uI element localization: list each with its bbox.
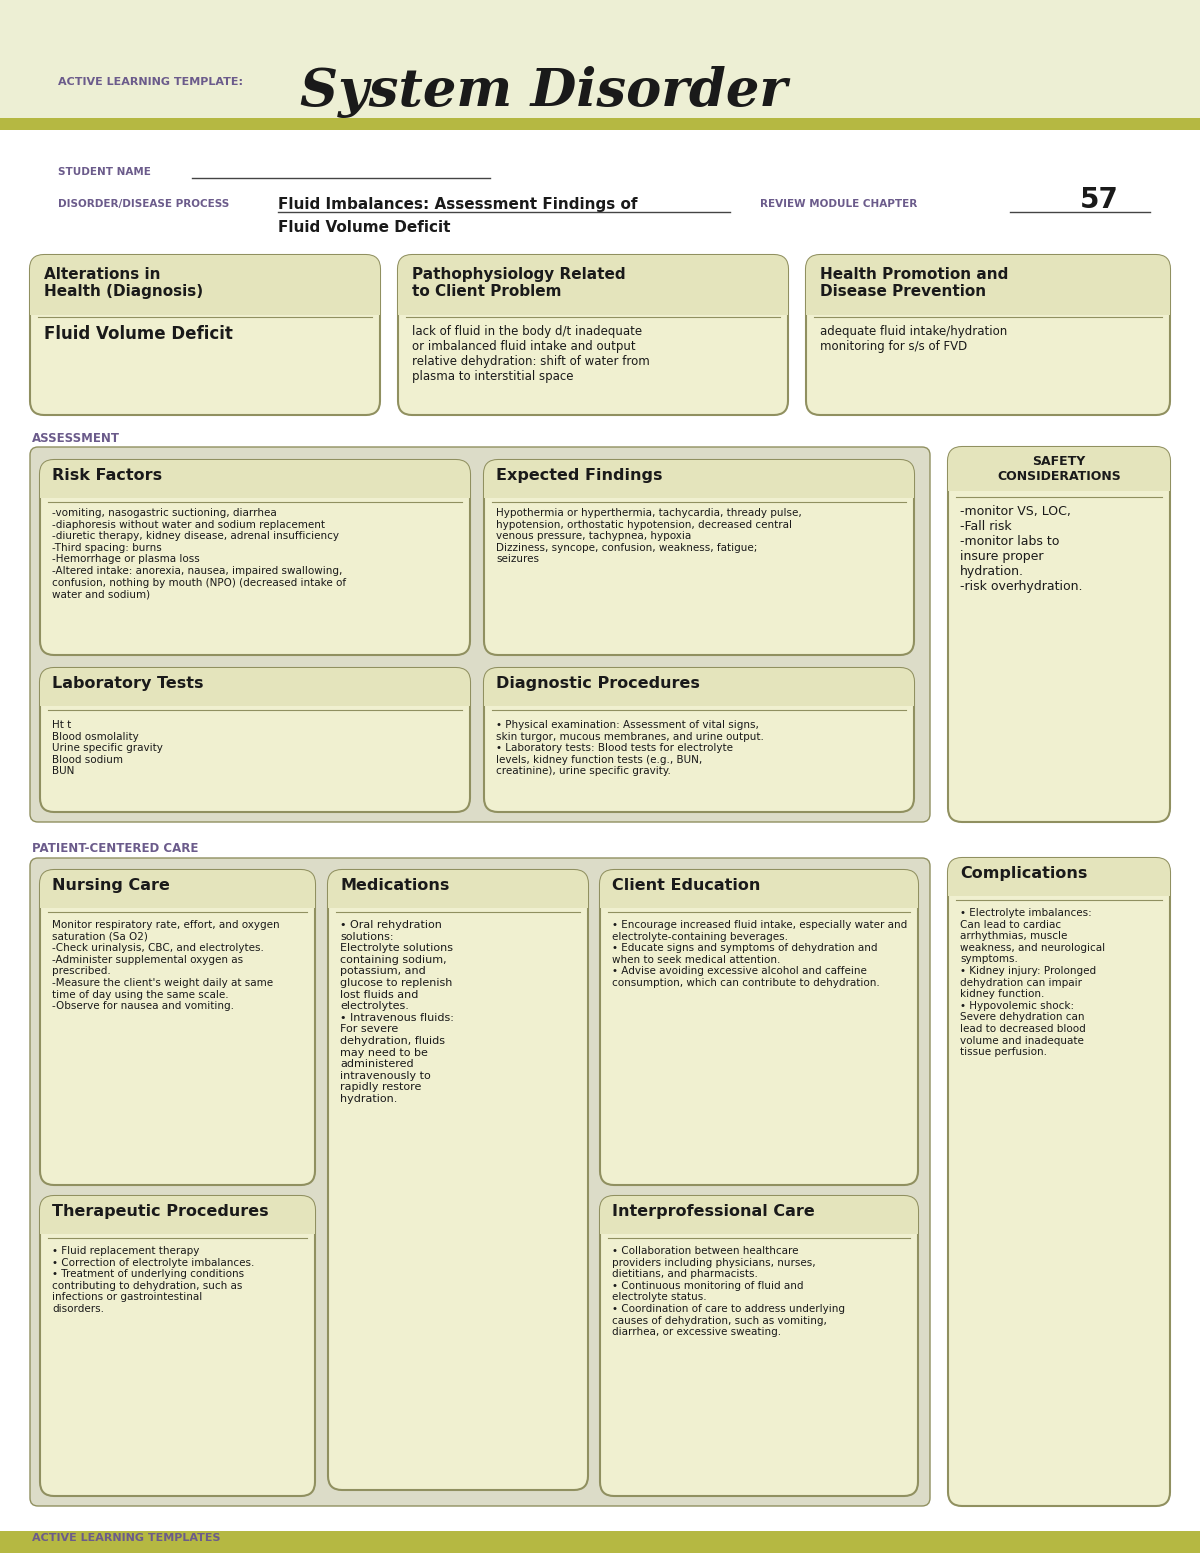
Text: Health Promotion and
Disease Prevention: Health Promotion and Disease Prevention — [820, 267, 1008, 300]
FancyBboxPatch shape — [328, 870, 588, 909]
Text: ASSESSMENT: ASSESSMENT — [32, 432, 120, 446]
Bar — [600, 1210, 918, 1235]
Text: • Electrolyte imbalances:
Can lead to cardiac
arrhythmias, muscle
weakness, and : • Electrolyte imbalances: Can lead to ca… — [960, 909, 1105, 1058]
Bar — [0, 1531, 1200, 1553]
FancyBboxPatch shape — [948, 447, 1170, 822]
Text: Hypothermia or hyperthermia, tachycardia, thready pulse,
hypotension, orthostati: Hypothermia or hyperthermia, tachycardia… — [496, 508, 802, 564]
Text: Monitor respiratory rate, effort, and oxygen
saturation (Sa O2)
-Check urinalysi: Monitor respiratory rate, effort, and ox… — [52, 919, 280, 1011]
Text: ACTIVE LEARNING TEMPLATE:: ACTIVE LEARNING TEMPLATE: — [58, 78, 242, 87]
FancyBboxPatch shape — [484, 460, 914, 499]
Text: SAFETY
CONSIDERATIONS: SAFETY CONSIDERATIONS — [997, 455, 1121, 483]
FancyBboxPatch shape — [40, 668, 470, 812]
Text: -vomiting, nasogastric suctioning, diarrhea
-diaphoresis without water and sodiu: -vomiting, nasogastric suctioning, diarr… — [52, 508, 346, 599]
FancyBboxPatch shape — [40, 870, 314, 1185]
Text: Interprofessional Care: Interprofessional Care — [612, 1204, 815, 1219]
Text: REVIEW MODULE CHAPTER: REVIEW MODULE CHAPTER — [760, 199, 917, 210]
Bar — [328, 884, 588, 909]
FancyBboxPatch shape — [600, 1196, 918, 1496]
Text: Medications: Medications — [340, 877, 449, 893]
Text: Therapeutic Procedures: Therapeutic Procedures — [52, 1204, 269, 1219]
Bar — [398, 269, 788, 315]
Bar — [40, 682, 470, 707]
Text: Risk Factors: Risk Factors — [52, 467, 162, 483]
FancyBboxPatch shape — [40, 870, 314, 909]
FancyBboxPatch shape — [30, 255, 380, 315]
FancyBboxPatch shape — [30, 255, 380, 415]
FancyBboxPatch shape — [40, 668, 470, 707]
FancyBboxPatch shape — [484, 668, 914, 707]
Text: Client Education: Client Education — [612, 877, 761, 893]
Text: Laboratory Tests: Laboratory Tests — [52, 676, 204, 691]
FancyBboxPatch shape — [328, 870, 588, 1489]
Bar — [40, 474, 470, 499]
Text: • Physical examination: Assessment of vital signs,
skin turgor, mucous membranes: • Physical examination: Assessment of vi… — [496, 721, 764, 776]
Bar — [0, 118, 1200, 130]
Text: Fluid Volume Deficit: Fluid Volume Deficit — [44, 325, 233, 343]
Text: Ht t
Blood osmolality
Urine specific gravity
Blood sodium
BUN: Ht t Blood osmolality Urine specific gra… — [52, 721, 163, 776]
Text: System Disorder: System Disorder — [300, 65, 787, 118]
Text: • Oral rehydration
solutions:
Electrolyte solutions
containing sodium,
potassium: • Oral rehydration solutions: Electrolyt… — [340, 919, 454, 1104]
Bar — [948, 461, 1170, 491]
FancyBboxPatch shape — [806, 255, 1170, 315]
FancyBboxPatch shape — [484, 460, 914, 655]
Text: ACTIVE LEARNING TEMPLATES: ACTIVE LEARNING TEMPLATES — [32, 1533, 221, 1544]
FancyBboxPatch shape — [600, 1196, 918, 1235]
Bar — [948, 871, 1170, 896]
Text: • Fluid replacement therapy
• Correction of electrolyte imbalances.
• Treatment : • Fluid replacement therapy • Correction… — [52, 1246, 254, 1314]
Text: Complications: Complications — [960, 867, 1087, 881]
Text: • Encourage increased fluid intake, especially water and
electrolyte-containing : • Encourage increased fluid intake, espe… — [612, 919, 907, 988]
Bar — [806, 269, 1170, 315]
FancyBboxPatch shape — [30, 857, 930, 1506]
Text: Diagnostic Procedures: Diagnostic Procedures — [496, 676, 700, 691]
FancyBboxPatch shape — [948, 857, 1170, 1506]
FancyBboxPatch shape — [40, 1196, 314, 1496]
Text: Alterations in
Health (Diagnosis): Alterations in Health (Diagnosis) — [44, 267, 203, 300]
Text: Fluid Imbalances: Assessment Findings of: Fluid Imbalances: Assessment Findings of — [278, 197, 637, 211]
FancyBboxPatch shape — [40, 460, 470, 499]
Text: Nursing Care: Nursing Care — [52, 877, 170, 893]
FancyBboxPatch shape — [948, 447, 1170, 491]
Text: -monitor VS, LOC,
-Fall risk
-monitor labs to
insure proper
hydration.
-risk ove: -monitor VS, LOC, -Fall risk -monitor la… — [960, 505, 1082, 593]
FancyBboxPatch shape — [40, 460, 470, 655]
Text: Pathophysiology Related
to Client Problem: Pathophysiology Related to Client Proble… — [412, 267, 625, 300]
Bar — [600, 884, 918, 909]
Text: DISORDER/DISEASE PROCESS: DISORDER/DISEASE PROCESS — [58, 199, 229, 210]
Bar — [40, 884, 314, 909]
FancyBboxPatch shape — [30, 447, 930, 822]
Bar — [0, 0, 1200, 118]
FancyBboxPatch shape — [398, 255, 788, 415]
FancyBboxPatch shape — [600, 870, 918, 909]
FancyBboxPatch shape — [600, 870, 918, 1185]
Text: • Collaboration between healthcare
providers including physicians, nurses,
dieti: • Collaboration between healthcare provi… — [612, 1246, 845, 1337]
Text: Expected Findings: Expected Findings — [496, 467, 662, 483]
Text: lack of fluid in the body d/t inadequate
or imbalanced fluid intake and output
r: lack of fluid in the body d/t inadequate… — [412, 325, 649, 384]
FancyBboxPatch shape — [40, 1196, 314, 1235]
FancyBboxPatch shape — [806, 255, 1170, 415]
FancyBboxPatch shape — [484, 668, 914, 812]
Text: STUDENT NAME: STUDENT NAME — [58, 168, 151, 177]
Bar — [30, 269, 380, 315]
Text: adequate fluid intake/hydration
monitoring for s/s of FVD: adequate fluid intake/hydration monitori… — [820, 325, 1007, 353]
Text: Fluid Volume Deficit: Fluid Volume Deficit — [278, 221, 450, 236]
FancyBboxPatch shape — [398, 255, 788, 315]
FancyBboxPatch shape — [948, 857, 1170, 896]
Bar — [484, 682, 914, 707]
Text: 57: 57 — [1080, 186, 1118, 214]
Bar — [40, 1210, 314, 1235]
Text: PATIENT-CENTERED CARE: PATIENT-CENTERED CARE — [32, 842, 198, 856]
Bar — [484, 474, 914, 499]
